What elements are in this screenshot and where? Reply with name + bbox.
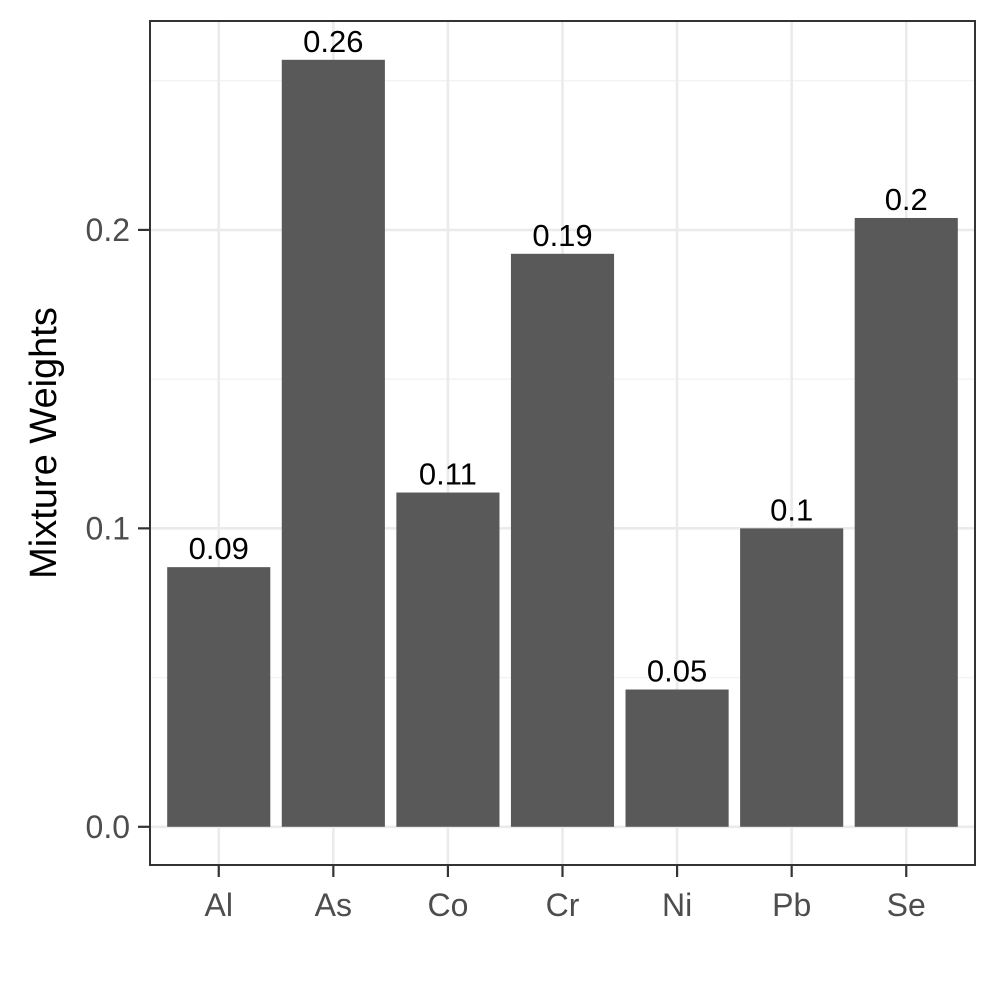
y-tick-label: 0.1 [86,510,130,546]
data-label-al: 0.09 [189,531,249,566]
data-label-as: 0.26 [303,24,363,59]
x-tick-label-ni: Ni [662,887,692,923]
x-axis: Al As Co Cr Ni Pb Se [205,865,926,923]
y-axis-title: Mixture Weights [23,307,65,579]
x-tick-label-as: As [315,887,352,923]
data-labels: 0.09 0.26 0.11 0.19 0.05 0.1 0.2 [189,24,928,689]
x-tick-label-cr: Cr [546,887,580,923]
x-tick-label-pb: Pb [772,887,811,923]
bar-se [854,217,958,827]
y-axis: 0.0 0.1 0.2 [86,212,150,845]
bar-al [167,567,271,827]
bar-ni [625,689,729,827]
x-tick-label-al: Al [205,887,233,923]
bar-pb [740,528,844,827]
x-tick-label-co: Co [427,887,468,923]
bars [167,59,958,827]
data-label-se: 0.2 [885,182,928,217]
data-label-cr: 0.19 [532,218,592,253]
y-tick-label: 0.2 [86,212,130,248]
data-label-ni: 0.05 [647,654,707,689]
bar-as [281,59,385,827]
data-label-co: 0.11 [419,457,477,492]
y-tick-label: 0.0 [86,809,130,845]
bar-cr [510,253,615,827]
data-label-pb: 0.1 [770,492,813,527]
x-tick-label-se: Se [887,887,926,923]
bar-co [396,492,500,827]
